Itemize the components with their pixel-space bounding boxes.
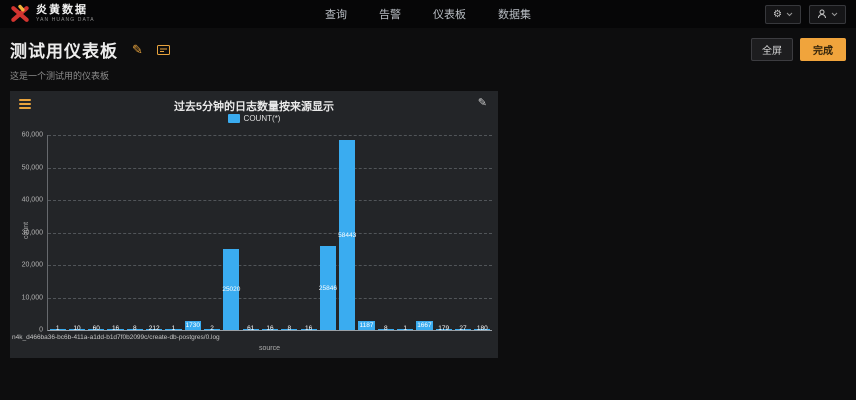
gear-icon: ⚙ bbox=[773, 8, 782, 20]
y-tick-label: 30,000 bbox=[21, 229, 43, 236]
preview-card-icon[interactable] bbox=[156, 44, 170, 55]
main-nav: 查询 告警 仪表板 数据集 bbox=[325, 6, 531, 22]
bar-value-label: 16 bbox=[266, 325, 274, 332]
bar[interactable] bbox=[319, 246, 336, 330]
bar[interactable] bbox=[281, 329, 298, 330]
nav-item-dashboards[interactable]: 仪表板 bbox=[433, 9, 466, 21]
bar-value-label: 8 bbox=[384, 325, 388, 332]
nav-item-alerts[interactable]: 告警 bbox=[379, 9, 401, 21]
bar[interactable] bbox=[435, 328, 452, 330]
bar-value-label: 180 bbox=[476, 325, 488, 332]
bar-value-label: 25846 bbox=[318, 285, 337, 293]
bar-value-label: 179 bbox=[438, 325, 450, 332]
nav-item-datasets[interactable]: 数据集 bbox=[498, 9, 531, 21]
gridline bbox=[48, 232, 492, 234]
bar-value-label: 1 bbox=[55, 325, 60, 332]
legend-swatch bbox=[227, 114, 240, 123]
navbar-right: ⚙ bbox=[765, 4, 846, 24]
bar-value-label: 8 bbox=[133, 325, 137, 332]
y-tick-label: 20,000 bbox=[21, 261, 43, 269]
chart-legend[interactable]: COUNT(*) bbox=[10, 114, 498, 123]
page-header: 测试用仪表板 ✎ 全屏 完成 bbox=[10, 37, 846, 62]
panel-edit-pencil-icon[interactable]: ✎ bbox=[477, 97, 487, 109]
nav-item-query[interactable]: 查询 bbox=[325, 9, 347, 21]
brand-name: 炎黄数据 bbox=[36, 4, 88, 16]
bar-value-label: 27 bbox=[459, 325, 467, 332]
chart-title: 过去5分钟的日志数量按来源显示 bbox=[173, 101, 335, 113]
bar[interactable] bbox=[397, 329, 414, 330]
gridline bbox=[48, 167, 492, 169]
gridline bbox=[48, 265, 492, 266]
x-tick-label: n4k_d466ba36-bc6b-411a-a1dd-b1d7f0b2099c… bbox=[12, 334, 220, 341]
bar-value-label: 16 bbox=[304, 325, 313, 332]
bar[interactable] bbox=[126, 329, 143, 330]
user-icon bbox=[817, 9, 827, 19]
page-body: 测试用仪表板 ✎ 全屏 完成 这是一个测试用的仪表板 过去5分钟的日志数量按来源… bbox=[0, 28, 856, 358]
bar[interactable] bbox=[165, 329, 182, 330]
bar-value-label: 60 bbox=[92, 325, 100, 332]
bar-value-label: 25020 bbox=[222, 286, 241, 294]
done-button[interactable]: 完成 bbox=[800, 38, 846, 61]
bar[interactable] bbox=[358, 321, 375, 330]
bar[interactable] bbox=[184, 321, 201, 330]
bar[interactable] bbox=[339, 140, 356, 330]
bar-value-label: 10 bbox=[73, 325, 81, 332]
bar[interactable] bbox=[203, 329, 221, 330]
bar[interactable] bbox=[242, 328, 259, 330]
chart-panel: 过去5分钟的日志数量按来源显示 ✎ COUNT(*) 0 10,000 20,000… bbox=[10, 91, 498, 358]
bar[interactable] bbox=[454, 329, 472, 330]
panel-menu-icon[interactable] bbox=[19, 99, 31, 111]
bar[interactable] bbox=[377, 329, 394, 330]
gridline bbox=[48, 200, 492, 201]
header-actions: 全屏 完成 bbox=[751, 38, 846, 61]
bar[interactable] bbox=[146, 328, 163, 330]
chevron-down-icon bbox=[786, 12, 793, 17]
bar-value-label: 1 bbox=[171, 325, 176, 332]
y-tick-label: 40,000 bbox=[21, 196, 43, 204]
page-title: 测试用仪表板 bbox=[10, 42, 118, 61]
gridline bbox=[48, 135, 492, 136]
brand-subtitle: YAN HUANG DATA bbox=[36, 17, 95, 23]
settings-menu-button[interactable]: ⚙ bbox=[765, 4, 801, 24]
bar[interactable] bbox=[416, 321, 433, 330]
y-tick-label: 10,000 bbox=[21, 294, 43, 301]
y-tick-label: 0 bbox=[39, 326, 43, 334]
legend-label: COUNT(*) bbox=[243, 114, 281, 123]
chevron-down-icon bbox=[831, 12, 838, 17]
gridline bbox=[48, 297, 492, 299]
y-tick-label: 50,000 bbox=[21, 164, 43, 171]
bar-value-label: 1667 bbox=[417, 322, 432, 329]
bar[interactable] bbox=[68, 329, 86, 330]
user-menu-button[interactable] bbox=[809, 4, 846, 24]
bar[interactable] bbox=[261, 329, 279, 330]
bar-value-label: 1 bbox=[403, 325, 407, 332]
bar-value-label: 212 bbox=[148, 325, 160, 332]
bar[interactable] bbox=[223, 248, 240, 330]
bar-value-label: 1187 bbox=[359, 322, 374, 329]
bar-value-label: 8 bbox=[287, 325, 292, 332]
plot-area: 0 10,000 20,000 30,000 40,000 50,000 60,000 1 10… bbox=[22, 132, 492, 334]
bar-value-label: 16 bbox=[111, 325, 120, 332]
x-axis-title: source bbox=[258, 345, 280, 352]
y-axis-title: count bbox=[23, 221, 31, 240]
top-navbar: 炎黄数据 YAN HUANG DATA 查询 告警 仪表板 数据集 ⚙ bbox=[0, 0, 856, 28]
bar-value-label: 1730 bbox=[185, 322, 200, 329]
bar-value-label: 2 bbox=[210, 325, 214, 332]
page-subtitle: 这是一个测试用的仪表板 bbox=[10, 71, 110, 81]
bar[interactable] bbox=[88, 328, 105, 330]
bar-value-label: 61 bbox=[247, 325, 255, 332]
bar[interactable] bbox=[49, 329, 66, 330]
bar-value-label: 58443 bbox=[338, 232, 357, 240]
bar[interactable] bbox=[474, 328, 491, 330]
brand[interactable]: 炎黄数据 YAN HUANG DATA bbox=[10, 4, 95, 24]
bar[interactable] bbox=[300, 329, 317, 330]
y-tick-label: 60,000 bbox=[21, 131, 43, 139]
fullscreen-button[interactable]: 全屏 bbox=[751, 38, 793, 61]
brand-logo-icon bbox=[10, 4, 30, 24]
bar[interactable] bbox=[107, 329, 124, 330]
edit-title-pencil-icon[interactable]: ✎ bbox=[132, 42, 143, 57]
